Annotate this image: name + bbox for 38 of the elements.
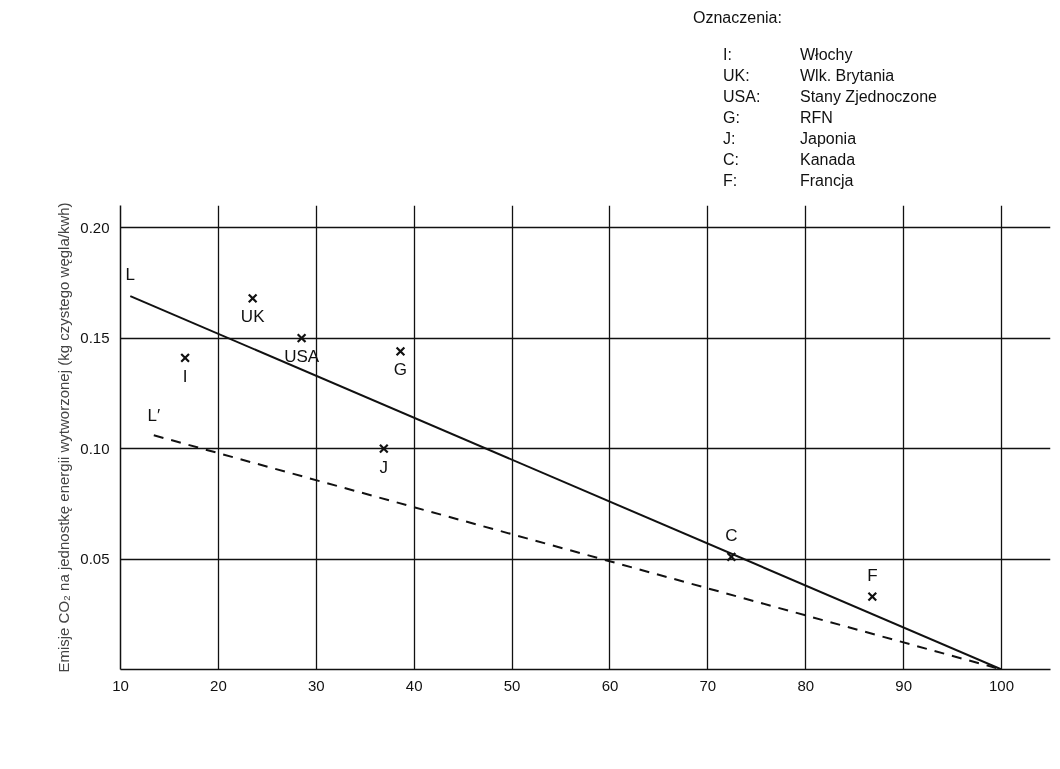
annotation: I [182, 366, 188, 386]
x-tick-label: 80 [797, 676, 815, 694]
point [296, 333, 307, 344]
point [867, 591, 878, 602]
point [180, 352, 191, 363]
x-tick-label: 60 [601, 676, 619, 694]
annotation: L′ [147, 406, 161, 426]
x-tick-label: 30 [307, 676, 325, 694]
annotation: F [867, 565, 878, 585]
text: J: Japonia [723, 130, 857, 147]
x-tick-label: 70 [699, 676, 717, 694]
y-tick-label: 0.10 [80, 439, 110, 457]
annotation: J [379, 457, 389, 477]
annotation: L [125, 265, 136, 285]
annotation: UK [240, 307, 266, 327]
x-tick-label: 50 [503, 676, 521, 694]
y-axis-title: Emisje CO₂ na jednostkę energii wytworzonej (kg czystego węgla/kwh) [55, 202, 73, 673]
annotation: C [725, 525, 738, 545]
y-tick-label: 0.05 [80, 550, 110, 568]
text: G: RFN [723, 109, 833, 126]
text: I: Włochy [723, 46, 853, 63]
point [247, 293, 258, 304]
x-tick-label: 20 [210, 676, 227, 694]
x-tick-label: 100 [989, 676, 1015, 694]
text: F: Francja [723, 172, 854, 189]
annotation: G [393, 360, 408, 380]
point [378, 443, 389, 454]
text: UK: Wlk. Brytania [723, 67, 895, 84]
x-tick-label: 90 [895, 676, 912, 694]
point [726, 551, 737, 562]
text: C: Kanada [723, 151, 856, 168]
text: USA: Stany Zjednoczone [723, 88, 937, 105]
y-tick-label: 0.15 [80, 329, 110, 347]
point [395, 346, 406, 357]
y-tick-label: 0.20 [80, 218, 110, 236]
x-tick-label: 10 [112, 676, 129, 694]
x-tick-label: 40 [405, 676, 423, 694]
text: Oznaczenia: [693, 8, 782, 28]
